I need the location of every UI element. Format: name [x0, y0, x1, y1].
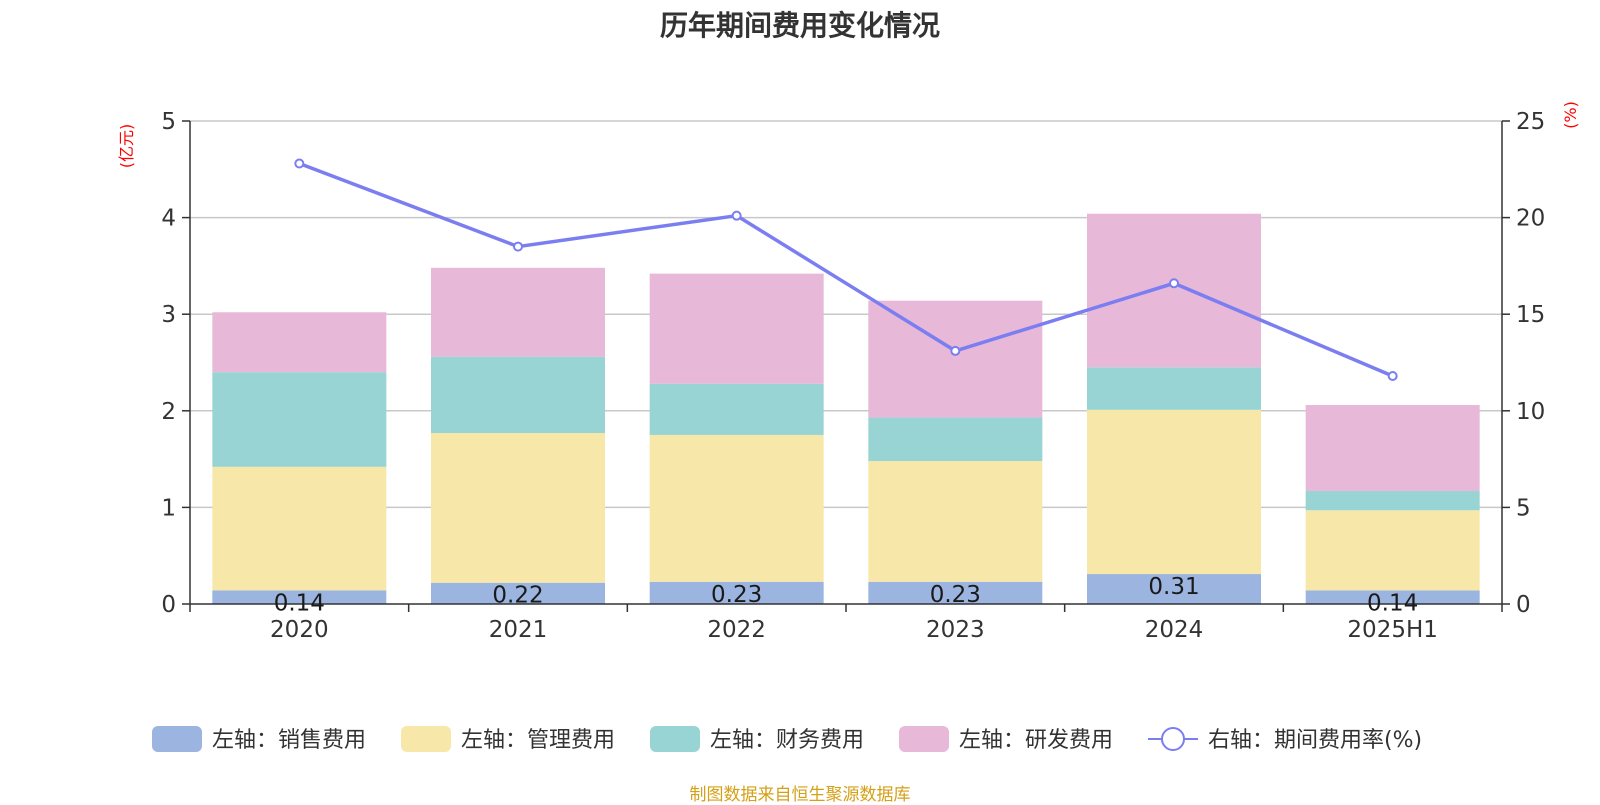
bar-segment	[649, 434, 824, 582]
legend-label: 右轴：期间费用率(%)	[1208, 728, 1422, 753]
rate-point	[1387, 371, 1398, 382]
data-labels: 0.14 0.22 0.23 0.23 0.31 0.14	[274, 574, 1419, 616]
bar-segment	[868, 461, 1043, 582]
x-tick-label: 2023	[926, 617, 985, 643]
legend-swatch	[152, 726, 202, 752]
left-unit-label: (亿元)	[117, 124, 136, 169]
data-source-note: 制图数据来自恒生聚源数据库	[689, 785, 911, 805]
legend-label: 左轴：销售费用	[212, 728, 366, 753]
rate-point	[294, 158, 305, 169]
bar-segment	[212, 372, 387, 467]
left-tick-label: 3	[161, 302, 176, 328]
right-tick-label: 10	[1516, 399, 1545, 425]
left-tick-label: 5	[161, 109, 176, 135]
legend: 左轴：销售费用 左轴：管理费用 左轴：财务费用 左轴：研发费用 右轴：期间费用率(%)	[152, 726, 1422, 753]
bar-segment	[868, 417, 1043, 462]
legend-label: 左轴：管理费用	[461, 728, 615, 753]
bar-value-label: 0.23	[930, 582, 981, 608]
right-tick-label: 0	[1516, 592, 1531, 618]
x-tick-label: 2022	[707, 617, 766, 643]
bar-segment	[212, 590, 387, 604]
bar-segment	[1305, 490, 1480, 511]
bar-segment	[431, 582, 605, 604]
bar-segment	[431, 356, 605, 434]
rate-line	[298, 161, 1394, 378]
bar-segment	[868, 300, 1043, 418]
legend-swatch	[899, 726, 949, 752]
rate-point	[1169, 278, 1179, 289]
bar-segment	[1087, 213, 1261, 368]
bar-segment	[1305, 590, 1480, 604]
legend-label: 左轴：研发费用	[959, 728, 1113, 753]
bar-value-label: 0.22	[492, 583, 543, 609]
x-tick-label: 2025H1	[1347, 617, 1437, 643]
legend-swatch	[650, 726, 700, 752]
bar-segment	[1305, 510, 1480, 591]
right-unit-label: (%)	[1561, 101, 1580, 129]
right-tick-label: 5	[1516, 495, 1531, 521]
right-tick-label: 25	[1516, 109, 1545, 135]
bar-segment	[1087, 409, 1261, 575]
grid-lines	[190, 120, 1502, 509]
line-layer	[294, 158, 1398, 382]
bar-segment	[1087, 574, 1261, 604]
bar-value-label: 0.23	[711, 582, 762, 608]
bar-segment	[1305, 405, 1480, 491]
axes: 0 1 2 3 4 5 0 5 10 15 20 25 2020 2021 2022 2023 2024 2025…	[117, 101, 1580, 643]
rate-point	[950, 345, 961, 356]
left-tick-label: 1	[161, 495, 176, 521]
bar-segment	[212, 466, 387, 591]
bar-segment	[649, 581, 824, 604]
bar-segment	[431, 267, 605, 357]
legend-swatch	[401, 726, 451, 752]
chart-title: 历年期间费用变化情况	[659, 9, 940, 42]
x-tick-label: 2024	[1145, 617, 1204, 643]
bar-segment	[868, 581, 1043, 604]
bar-segment	[1087, 367, 1261, 410]
bar-value-label: 0.14	[1367, 590, 1418, 616]
bar-segment	[649, 273, 824, 384]
bar-value-label: 0.14	[274, 590, 325, 616]
x-tick-label: 2020	[270, 617, 329, 643]
bar-layer	[212, 213, 1480, 604]
left-tick-label: 0	[161, 592, 176, 618]
rate-point	[731, 210, 742, 221]
left-tick-label: 2	[161, 399, 176, 425]
legend-swatch-marker	[1161, 727, 1185, 751]
right-tick-label: 20	[1516, 206, 1545, 232]
left-tick-label: 4	[161, 206, 176, 232]
rate-point	[513, 241, 523, 252]
bar-segment	[431, 433, 605, 583]
right-tick-label: 15	[1516, 302, 1545, 328]
x-tick-label: 2021	[489, 617, 548, 643]
bar-segment	[649, 383, 824, 435]
bar-value-label: 0.31	[1148, 574, 1199, 600]
legend-label: 左轴：财务费用	[710, 728, 864, 753]
bar-segment	[212, 312, 387, 373]
